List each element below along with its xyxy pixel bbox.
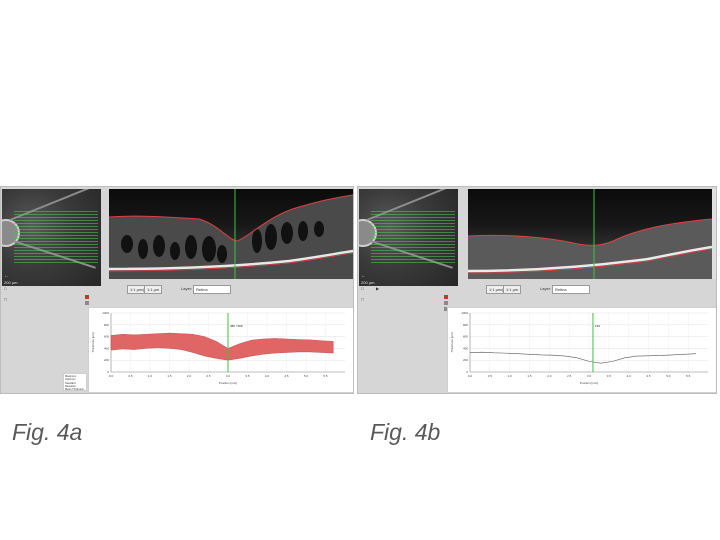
y-tick-label: 0 <box>466 370 468 374</box>
y-tick-label: 1000 <box>461 311 468 315</box>
arrow-icon: ← <box>4 273 9 279</box>
x-tick-label: 2.0 <box>187 374 192 378</box>
tool-icon[interactable] <box>444 301 448 305</box>
thickness-chart-svg: 0 200 400 600 800 1000 0.0 0.5 1.0 1.5 2.0 2.5 3.0 3.… <box>91 311 345 385</box>
scrollbar[interactable] <box>712 189 716 279</box>
x-tick-label: 2.5 <box>567 374 572 378</box>
x-axis-label: Position [mm] <box>580 381 598 385</box>
expand-icon[interactable]: □ <box>361 297 365 303</box>
layer-select[interactable]: Retina <box>552 285 590 294</box>
x-tick-label: 2.5 <box>206 374 211 378</box>
x-tick-label: 3.5 <box>607 374 612 378</box>
x-tick-label: 4.5 <box>284 374 289 378</box>
arrow-icon: ← <box>361 273 366 279</box>
play-icon[interactable]: ▶ <box>376 286 380 291</box>
x-tick-label: 1.0 <box>148 374 153 378</box>
x-tick-label: 5.5 <box>323 374 328 378</box>
layer-select[interactable]: Retina <box>193 285 231 294</box>
x-tick-label: 1.5 <box>167 374 172 378</box>
scrollbar[interactable] <box>353 189 354 279</box>
x-tick-label: 0.0 <box>109 374 114 378</box>
figure-caption-b: Fig. 4b <box>370 419 441 445</box>
fundus-scale-label: 200 µm <box>4 280 18 285</box>
y-tick-label: 400 <box>104 346 109 350</box>
y-tick-label: 200 <box>463 358 468 362</box>
x-tick-label: 3.0 <box>226 374 231 378</box>
thickness-line <box>469 351 697 364</box>
chart-legend: Maximum Optimum Standard Deviation Mean … <box>63 373 87 391</box>
toolbar: □ ▶ 1:1 µm/px 1:1 µm Layer: Retina <box>358 282 716 294</box>
fundus-image[interactable]: ← 200 µm <box>2 189 101 286</box>
oct-panel-b: ← 200 µm □ ▶ 1:1 µm/px 1:1 µm Layer: Ret… <box>357 186 717 394</box>
x-tick-label: 3.5 <box>245 374 250 378</box>
tool-icon[interactable] <box>444 307 448 311</box>
x-axis-label: Position [mm] <box>219 381 237 385</box>
thickness-chart-b: 0 200 400 600 800 1000 0.0 0.5 1.0 1.5 2.0 2.5 3.0 3.… <box>447 307 716 393</box>
layer-label: Layer: <box>181 286 193 291</box>
y-tick-label: 0 <box>107 370 109 374</box>
scan-pattern-overlay <box>371 211 455 265</box>
x-tick-label: 3.0 <box>587 374 592 378</box>
y-tick-label: 600 <box>463 335 468 339</box>
y-axis-label: Thickness [µm] <box>91 332 95 352</box>
expand-icon[interactable]: □ <box>4 297 8 303</box>
fundus-image[interactable]: ← 200 µm <box>359 189 458 286</box>
grid-icon[interactable]: □ <box>361 286 364 291</box>
figure-caption-a: Fig. 4a <box>12 419 83 445</box>
oct-bscan-image[interactable] <box>468 189 712 279</box>
y-tick-label: 1000 <box>102 311 109 315</box>
y-tick-label: 600 <box>104 335 109 339</box>
x-tick-label: 4.0 <box>627 374 632 378</box>
legend-item: Optimum <box>65 378 76 382</box>
oct-bscan-image[interactable] <box>109 189 353 279</box>
x-tick-label: 5.0 <box>304 374 309 378</box>
tool-icon[interactable] <box>85 295 89 299</box>
x-tick-label: 1.0 <box>508 374 513 378</box>
x-tick-label: 5.0 <box>666 374 671 378</box>
y-tick-label: 800 <box>104 323 109 327</box>
thickness-chart-svg: 0 200 400 600 800 1000 0.0 0.5 1.0 1.5 2.0 2.5 3.0 3.… <box>450 311 708 385</box>
chart-tool-icons[interactable] <box>85 295 90 307</box>
legend-item: Maximum <box>65 375 77 378</box>
chart-tool-icons[interactable] <box>444 295 449 313</box>
layer-label: Layer: <box>540 286 552 291</box>
view-option-b[interactable]: 1:1 µm <box>503 285 522 294</box>
toolbar: □ 1:1 µm/px 1:1 µm Layer: Retina <box>1 282 353 294</box>
scan-pattern-overlay <box>14 211 98 265</box>
x-tick-label: 2.0 <box>547 374 552 378</box>
y-tick-label: 800 <box>463 323 468 327</box>
tool-icon[interactable] <box>444 295 448 299</box>
grid-icon[interactable]: □ <box>4 286 7 291</box>
x-tick-label: 0.5 <box>488 374 493 378</box>
x-tick-label: 4.0 <box>265 374 270 378</box>
thickness-chart-a: 0 200 400 600 800 1000 0.0 0.5 1.0 1.5 2.0 2.5 3.0 3.… <box>88 307 353 393</box>
fundus-scale-label: 200 µm <box>361 280 375 285</box>
marker-label: 193 <box>595 324 600 328</box>
y-tick-label: 400 <box>463 346 468 350</box>
marker-label: 380 / 566 <box>230 324 243 328</box>
x-tick-label: 0.5 <box>128 374 133 378</box>
legend-item: Standard Deviation <box>65 381 76 388</box>
y-axis-label: Thickness [µm] <box>450 332 454 352</box>
tool-icon[interactable] <box>85 301 89 305</box>
thickness-band <box>110 332 334 361</box>
legend-item: Mean Thickness <box>65 388 84 392</box>
x-tick-label: 1.5 <box>527 374 532 378</box>
oct-panel-a: ← 200 µm □ 1:1 µm/px 1:1 µm Layer: Retin… <box>0 186 354 394</box>
view-option-b[interactable]: 1:1 µm <box>144 285 163 294</box>
x-tick-label: 0.0 <box>468 374 473 378</box>
y-tick-label: 200 <box>104 358 109 362</box>
x-tick-label: 4.5 <box>646 374 651 378</box>
x-tick-label: 5.5 <box>686 374 691 378</box>
